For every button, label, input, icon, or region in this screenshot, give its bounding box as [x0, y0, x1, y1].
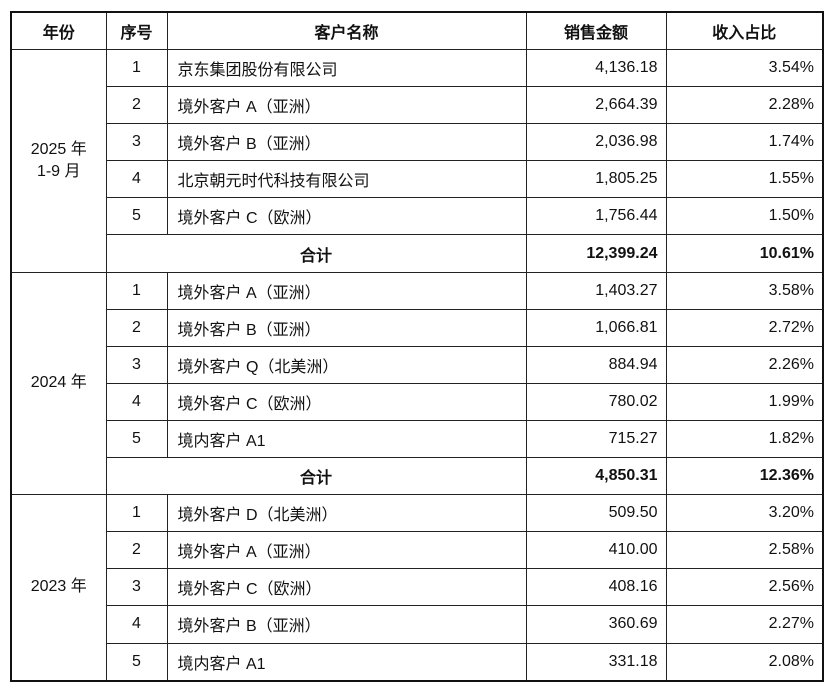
row-number: 2: [105, 86, 168, 125]
header-customer: 客户名称: [166, 11, 527, 50]
sales-amount: 331.18: [525, 642, 667, 682]
row-number: 3: [105, 568, 168, 607]
table-row: 2025 年 1-9 月 1 京东集团股份有限公司 4,136.18 3.54%: [10, 48, 824, 273]
revenue-ratio: 1.50%: [665, 197, 824, 236]
customer-name: 境外客户 B（亚洲）: [166, 123, 527, 162]
header-amount: 销售金额: [525, 11, 667, 50]
total-row: 合计 4,850.31 12.36%: [11, 457, 824, 496]
customer-name: 境内客户 A1: [166, 419, 527, 459]
table-row: 4 境外客户 B（亚洲） 360.69 2.27%: [11, 605, 824, 644]
row-number: 2: [105, 308, 168, 347]
row-number: 1: [105, 271, 168, 310]
row-number: 3: [105, 345, 168, 384]
row-number: 4: [105, 160, 168, 199]
row-number: 4: [105, 382, 168, 421]
year-cell: 2025 年 1-9 月: [10, 49, 107, 273]
customer-name: 境外客户 B（亚洲）: [166, 308, 527, 347]
row-number: 5: [105, 197, 168, 236]
total-label: 合计: [105, 457, 527, 496]
table-row: 2 境外客户 B（亚洲） 1,066.81 2.72%: [11, 308, 824, 347]
total-row: 合计 12,399.24 10.61%: [11, 234, 824, 273]
revenue-ratio: 3.58%: [665, 271, 824, 310]
table-row: 3 境外客户 B（亚洲） 2,036.98 1.74%: [11, 123, 824, 162]
sales-amount: 4,136.18: [525, 48, 667, 88]
table-row: 3 境外客户 Q（北美洲） 884.94 2.26%: [11, 345, 824, 384]
revenue-ratio: 2.28%: [665, 86, 824, 125]
header-no: 序号: [105, 11, 168, 50]
revenue-ratio: 3.54%: [665, 48, 824, 88]
customer-name: 境外客户 C（欧洲）: [166, 382, 527, 421]
header-year: 年份: [10, 11, 107, 50]
row-number: 1: [105, 48, 168, 88]
table-row: 2 境外客户 A（亚洲） 410.00 2.58%: [11, 531, 824, 570]
sales-amount: 410.00: [525, 531, 667, 570]
header-row: 年份 序号 客户名称 销售金额 收入占比: [10, 11, 824, 50]
table-row: 4 北京朝元时代科技有限公司 1,805.25 1.55%: [11, 160, 824, 199]
sales-amount: 509.50: [525, 494, 667, 533]
customer-name: 京东集团股份有限公司: [166, 48, 527, 88]
sales-amount: 2,664.39: [525, 86, 667, 125]
revenue-ratio: 2.27%: [665, 605, 824, 644]
row-number: 1: [105, 494, 168, 533]
table-row: 4 境外客户 C（欧洲） 780.02 1.99%: [11, 382, 824, 421]
total-ratio: 12.36%: [665, 457, 824, 496]
revenue-ratio: 2.26%: [665, 345, 824, 384]
total-amount: 4,850.31: [525, 457, 667, 496]
row-number: 5: [105, 419, 168, 459]
revenue-ratio: 1.55%: [665, 160, 824, 199]
customer-name: 北京朝元时代科技有限公司: [166, 160, 527, 199]
sales-amount: 715.27: [525, 419, 667, 459]
table-row: 5 境内客户 A1 715.27 1.82%: [11, 419, 824, 459]
revenue-ratio: 2.08%: [665, 642, 824, 682]
total-label: 合计: [105, 234, 527, 273]
table-row: 3 境外客户 C（欧洲） 408.16 2.56%: [11, 568, 824, 607]
year-cell: 2024 年: [10, 271, 107, 496]
sales-amount: 408.16: [525, 568, 667, 607]
customer-name: 境内客户 A1: [166, 642, 527, 682]
revenue-ratio: 3.20%: [665, 494, 824, 533]
customer-name: 境外客户 A（亚洲）: [166, 531, 527, 570]
revenue-ratio: 1.74%: [665, 123, 824, 162]
row-number: 4: [105, 605, 168, 644]
customer-name: 境外客户 C（欧洲）: [166, 197, 527, 236]
table-row: 2 境外客户 A（亚洲） 2,664.39 2.28%: [11, 86, 824, 125]
row-number: 5: [105, 642, 168, 682]
total-amount: 12,399.24: [525, 234, 667, 273]
customer-name: 境外客户 A（亚洲）: [166, 86, 527, 125]
table-row: 2023 年 1 境外客户 D（北美洲） 509.50 3.20%: [10, 494, 824, 682]
sales-amount: 2,036.98: [525, 123, 667, 162]
customer-name: 境外客户 D（北美洲）: [166, 494, 527, 533]
revenue-ratio: 2.58%: [665, 531, 824, 570]
sales-amount: 1,403.27: [525, 271, 667, 310]
sales-amount: 1,805.25: [525, 160, 667, 199]
table-row: 5 境外客户 C（欧洲） 1,756.44 1.50%: [11, 197, 824, 236]
revenue-ratio: 1.99%: [665, 382, 824, 421]
sales-amount: 360.69: [525, 605, 667, 644]
customer-name: 境外客户 A（亚洲）: [166, 271, 527, 310]
table-row: 2024 年 1 境外客户 A（亚洲） 1,403.27 3.58%: [10, 271, 824, 496]
sales-amount: 780.02: [525, 382, 667, 421]
revenue-ratio: 1.82%: [665, 419, 824, 459]
revenue-ratio: 2.56%: [665, 568, 824, 607]
customer-name: 境外客户 Q（北美洲）: [166, 345, 527, 384]
total-ratio: 10.61%: [665, 234, 824, 273]
top-customers-table: 年份 序号 客户名称 销售金额 收入占比 2025 年 1-9 月 1 京东集团股份有…: [10, 11, 824, 682]
sales-amount: 1,756.44: [525, 197, 667, 236]
customer-name: 境外客户 B（亚洲）: [166, 605, 527, 644]
table-body: 2025 年 1-9 月 1 京东集团股份有限公司 4,136.18 3.54% 2 境外客户…: [10, 48, 824, 682]
customer-name: 境外客户 C（欧洲）: [166, 568, 527, 607]
sales-amount: 884.94: [525, 345, 667, 384]
year-cell: 2023 年: [10, 494, 107, 682]
row-number: 3: [105, 123, 168, 162]
row-number: 2: [105, 531, 168, 570]
header-ratio: 收入占比: [665, 11, 824, 50]
revenue-ratio: 2.72%: [665, 308, 824, 347]
sales-amount: 1,066.81: [525, 308, 667, 347]
table-row: 5 境内客户 A1 331.18 2.08%: [11, 642, 824, 682]
